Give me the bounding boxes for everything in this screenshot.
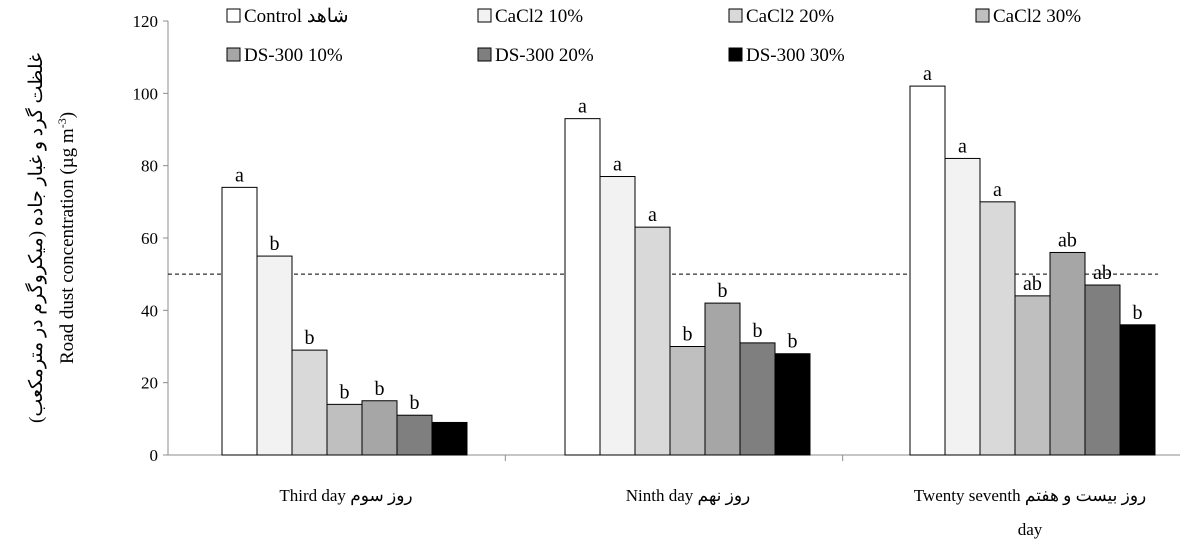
bar (1119, 324, 1156, 456)
y-axis-label-close: ) (57, 112, 78, 118)
bar-significance-label: b (1133, 302, 1143, 324)
y-tick-label: 0 (150, 446, 159, 465)
y-axis-label: غلظت گرد و غبار جاده (میکروگرم در مترمکع… (24, 53, 78, 423)
bar (431, 421, 468, 456)
y-axis-label-english: Road dust concentration (µg m-3) (55, 112, 78, 364)
bar-significance-label: b (340, 381, 350, 403)
bar-significance-label: b (788, 331, 798, 353)
x-category-label: Third day روز سوم (279, 486, 412, 506)
legend-label: DS-300 20% (495, 45, 594, 66)
bar (944, 157, 981, 456)
bar (396, 414, 433, 456)
legend-swatch (226, 47, 241, 62)
legend-label: DS-300 30% (746, 45, 845, 66)
bar-significance-label: b (305, 327, 315, 349)
bar (634, 226, 671, 456)
bar (704, 302, 741, 456)
bar-significance-label: b (270, 233, 280, 255)
bar (979, 201, 1016, 456)
bar (669, 346, 706, 456)
bars (221, 85, 1156, 456)
x-category-label: Ninth day روز نهم (626, 486, 751, 506)
bar-significance-label: a (958, 135, 967, 157)
legend-swatch (728, 47, 743, 62)
legend-label: CaCl2 30% (993, 6, 1081, 27)
bar (564, 118, 601, 456)
legend-label: DS-300 10% (244, 45, 343, 66)
bar (256, 255, 293, 456)
bar-significance-label: a (648, 204, 657, 226)
bar-significance-label: a (235, 164, 244, 186)
bar-significance-label: a (993, 179, 1002, 201)
bar-significance-label: b (375, 378, 385, 400)
bar (221, 186, 258, 456)
bar-significance-label: ab (1058, 229, 1077, 251)
legend-swatch (728, 8, 743, 23)
bar (739, 342, 776, 456)
y-tick-label: 80 (141, 157, 158, 176)
legend-label: Control شاهد (244, 6, 349, 27)
bar (1049, 251, 1086, 456)
legend-label: CaCl2 10% (495, 6, 583, 27)
legend-swatch (975, 8, 990, 23)
bar-significance-label: b (753, 320, 763, 342)
category-labels: Third day روز سوم Ninth day روز نهم روز بی… (279, 486, 1146, 539)
bar (361, 400, 398, 456)
legend-label: CaCl2 20% (746, 6, 834, 27)
y-axis-label-unit-exponent: -3 (55, 118, 69, 128)
bar-significance-label: ab (1023, 273, 1042, 295)
legend-swatch (477, 8, 492, 23)
y-tick-label: 60 (141, 229, 158, 248)
x-category-label: day (1018, 520, 1043, 539)
bar (291, 349, 328, 456)
bar-significance-label: b (410, 392, 420, 414)
legend-swatch (477, 47, 492, 62)
bar-significance-label: ab (1093, 262, 1112, 284)
y-tick-label: 20 (141, 374, 158, 393)
bar-significance-label: a (613, 154, 622, 176)
bar-significance-label: a (578, 96, 587, 118)
bar-significance-label: b (718, 280, 728, 302)
bar-significance-label: b (683, 324, 693, 346)
bar (1084, 284, 1121, 456)
bar-significance-label: a (923, 63, 932, 85)
bar (909, 85, 946, 456)
y-tick-label: 120 (133, 12, 159, 31)
bar (1014, 295, 1051, 456)
legend: Control شاهد CaCl2 10% CaCl2 20% CaCl2 30% D… (226, 6, 1081, 66)
y-tick-label: 40 (141, 301, 158, 320)
bar (326, 403, 363, 456)
bar (774, 353, 811, 456)
x-category-label: روز بیست و هفتم Twenty seventh (914, 486, 1147, 506)
y-axis-label-text: Road dust concentration (µg m (57, 128, 78, 364)
bar (599, 176, 636, 456)
y-tick-label: 100 (133, 84, 159, 103)
legend-swatch (226, 8, 241, 23)
y-axis-label-farsi: غلظت گرد و غبار جاده (میکروگرم در مترمکع… (24, 53, 47, 423)
